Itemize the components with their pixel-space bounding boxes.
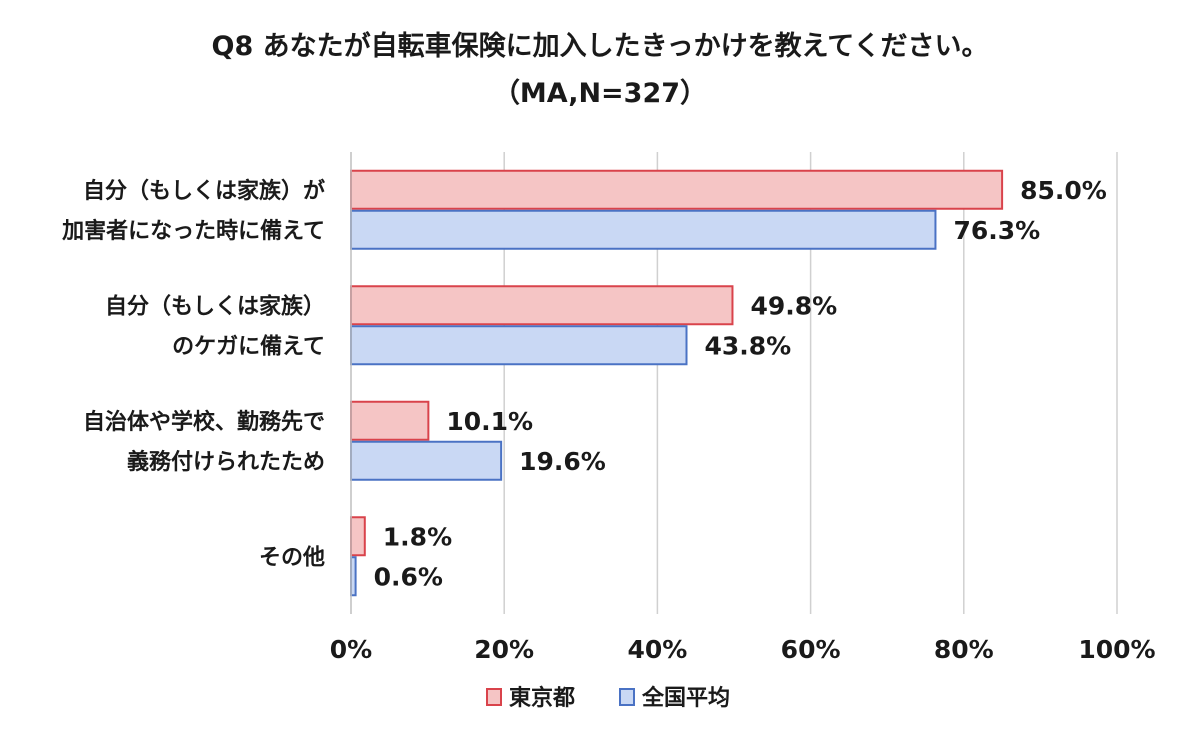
legend-label-tokyo: 東京都 xyxy=(509,685,575,711)
legend-swatch-tokyo xyxy=(486,688,502,706)
bar-tokyo-1 xyxy=(350,285,734,326)
category-label-0-0: 自分（もしくは家族）が xyxy=(83,178,325,204)
category-label-2-1: 義務付けられたため xyxy=(127,449,325,475)
category-label-0-1: 加害者になった時に備えて xyxy=(61,218,325,244)
bar-tokyo-3 xyxy=(350,516,366,557)
data-label-tokyo-1: 49.8% xyxy=(750,291,837,320)
data-label-national-0: 76.3% xyxy=(953,216,1040,245)
x-tick-label-20: 20% xyxy=(474,635,534,664)
data-label-tokyo-2: 10.1% xyxy=(446,407,533,436)
x-tick-label-0: 0% xyxy=(330,635,372,664)
bar-tokyo-0 xyxy=(350,169,1004,210)
legend-label-national: 全国平均 xyxy=(641,685,730,711)
data-label-national-2: 19.6% xyxy=(519,447,606,476)
chart-title: Q8 あなたが自転車保険に加入したきっかけを教えてください。 xyxy=(212,30,989,62)
category-label-3-0: その他 xyxy=(259,545,325,570)
x-tick-label-100: 100% xyxy=(1078,635,1155,664)
data-label-national-3: 0.6% xyxy=(374,562,443,591)
chart-subtitle: （MA,N=327） xyxy=(493,78,707,109)
category-label-2-0: 自治体や学校、勤務先で xyxy=(83,409,325,435)
x-tick-label-40: 40% xyxy=(627,635,687,664)
category-label-1-1: のケガに備えて xyxy=(172,333,325,359)
data-label-tokyo-0: 85.0% xyxy=(1020,176,1107,205)
bar-national-0 xyxy=(350,209,937,250)
legend-swatch-national xyxy=(619,688,635,706)
x-tick-label-80: 80% xyxy=(934,635,994,664)
bar-national-2 xyxy=(350,440,503,481)
data-label-tokyo-3: 1.8% xyxy=(383,522,452,551)
category-label-1-0: 自分（もしくは家族） xyxy=(105,293,325,319)
data-label-national-1: 43.8% xyxy=(705,331,792,360)
x-tick-label-60: 60% xyxy=(781,635,841,664)
bar-tokyo-2 xyxy=(350,400,430,441)
bar-national-1 xyxy=(350,325,688,366)
